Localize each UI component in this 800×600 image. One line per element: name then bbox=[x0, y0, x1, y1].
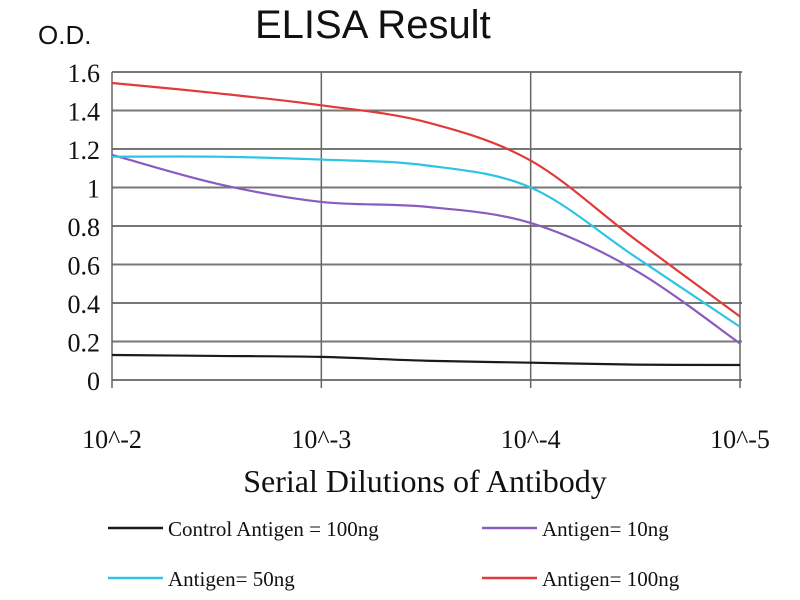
y-tick-label: 0.8 bbox=[68, 213, 101, 242]
legend-label: Antigen= 100ng bbox=[542, 567, 680, 591]
y-tick-label: 1.4 bbox=[68, 98, 101, 127]
y-tick-label: 0.2 bbox=[68, 329, 101, 358]
y-tick-label: 1 bbox=[87, 175, 100, 204]
y-tick-label: 1.2 bbox=[68, 136, 101, 165]
legend-label: Control Antigen = 100ng bbox=[168, 517, 379, 541]
series-line-0 bbox=[111, 353, 741, 367]
legend: Control Antigen = 100ng Antigen= 10ng Anti… bbox=[108, 517, 680, 591]
legend-label: Antigen= 50ng bbox=[168, 567, 295, 591]
y-tick-label: 0.4 bbox=[68, 290, 101, 319]
x-axis-label: Serial Dilutions of Antibody bbox=[243, 463, 607, 499]
series-line-1 bbox=[111, 153, 741, 345]
series-lines bbox=[111, 81, 741, 367]
y-axis-label: O.D. bbox=[38, 20, 91, 50]
series-line-2 bbox=[111, 155, 741, 328]
x-tick-label: 10^-4 bbox=[501, 425, 561, 454]
x-tick-label: 10^-2 bbox=[82, 425, 142, 454]
x-tick-label: 10^-3 bbox=[291, 425, 351, 454]
y-tick-labels: 0 0.2 0.4 0.6 0.8 1 1.2 1.4 1.6 bbox=[68, 59, 101, 396]
chart-title: ELISA Result bbox=[255, 3, 491, 47]
grid bbox=[111, 71, 742, 388]
series-line-3 bbox=[111, 81, 741, 318]
y-tick-label: 0 bbox=[87, 367, 100, 396]
y-tick-label: 0.6 bbox=[68, 252, 101, 281]
y-tick-label: 1.6 bbox=[68, 59, 101, 88]
x-tick-label: 10^-5 bbox=[710, 425, 770, 454]
x-tick-labels: 10^-2 10^-3 10^-4 10^-5 bbox=[82, 425, 770, 454]
legend-label: Antigen= 10ng bbox=[542, 517, 669, 541]
